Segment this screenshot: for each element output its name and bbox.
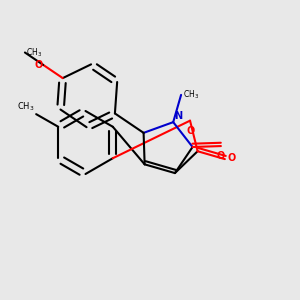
Text: O: O	[217, 151, 225, 160]
Text: O: O	[34, 60, 43, 70]
Text: N: N	[174, 111, 182, 121]
Text: CH$_3$: CH$_3$	[183, 88, 199, 100]
Text: O: O	[187, 126, 195, 136]
Text: CH$_3$: CH$_3$	[17, 100, 35, 112]
Text: O: O	[227, 153, 236, 163]
Text: CH$_3$: CH$_3$	[26, 46, 43, 59]
